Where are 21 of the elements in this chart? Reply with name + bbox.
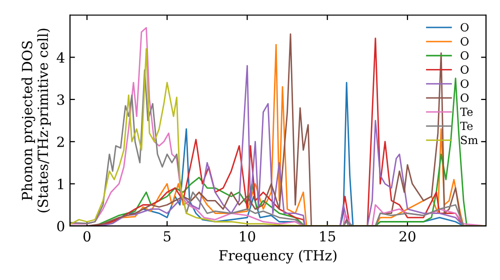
y-tick-label: 3: [57, 94, 64, 105]
y-axis-title: Phonon projected DOS (States/THz·primitive cell): [22, 28, 51, 212]
legend-label: O: [460, 23, 469, 32]
legend-label: O: [460, 65, 469, 74]
legend-label: O: [460, 94, 469, 102]
legend-label: O: [460, 51, 469, 60]
x-tick-label: 10: [240, 231, 256, 242]
x-tick-label: 0: [83, 231, 90, 242]
x-tick-label: 5: [164, 231, 170, 242]
y-tick-label: 1: [58, 178, 64, 190]
legend-label: Te: [460, 122, 473, 130]
y-tick-label: 2: [57, 136, 64, 147]
legend-label: Sm: [461, 136, 478, 144]
y-tick-label: 0: [57, 220, 64, 232]
legend-label: O: [460, 37, 469, 46]
legend-label: Te: [460, 108, 473, 116]
x-tick-label: 20: [400, 231, 416, 242]
legend-label: O: [460, 79, 469, 88]
x-axis-title: Frequency (THz): [219, 250, 336, 264]
y-tick-label: 4: [56, 52, 64, 63]
x-tick-label: 15: [320, 231, 336, 242]
